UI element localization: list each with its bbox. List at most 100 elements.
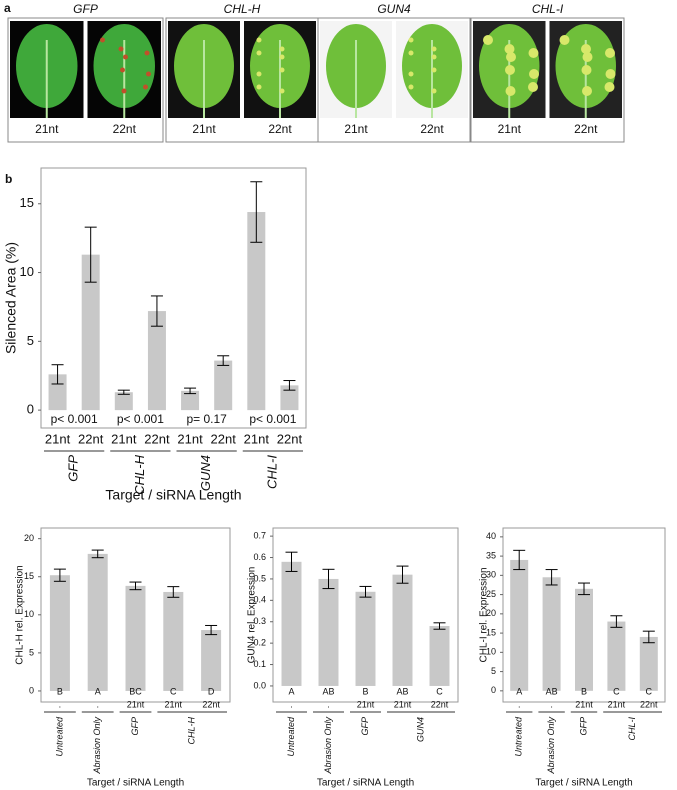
error-bar: [433, 622, 446, 630]
y-tick-label: 0.6: [253, 552, 266, 562]
significance-letter: C: [436, 686, 443, 696]
significance-letter: A: [288, 686, 294, 696]
leaf-spot: [256, 84, 262, 90]
y-tick-label: 0.0: [253, 680, 266, 690]
significance-letter: C: [646, 686, 653, 696]
error-bar: [396, 565, 409, 584]
leaf-spot: [505, 65, 515, 75]
group-label: Abrasion Only: [546, 717, 556, 775]
gene-name: GFP: [73, 2, 98, 16]
x-tick-label: 22nt: [78, 431, 104, 446]
error-bar: [84, 226, 97, 283]
bar: [392, 574, 413, 686]
x-tick-label: 21nt: [608, 699, 626, 709]
leaf-spot: [146, 71, 151, 77]
error-bar: [250, 181, 263, 243]
y-tick-label: 5: [27, 333, 34, 348]
bar: [201, 630, 222, 691]
x-axis-label: Target / siRNA Length: [317, 778, 414, 789]
leaf-spot: [408, 71, 414, 77]
bar: [49, 575, 70, 691]
lane-label: 22nt: [574, 122, 598, 136]
error-bar: [285, 551, 298, 572]
x-tick-label: 21nt: [575, 699, 593, 709]
error-bar: [205, 624, 218, 636]
error-bar: [53, 568, 66, 582]
error-bar: [578, 582, 590, 596]
group-label: GUN4: [415, 717, 425, 742]
x-tick-label: .: [550, 699, 553, 709]
panel-label: b: [5, 172, 12, 186]
lane-label: 21nt: [192, 122, 216, 136]
significance-letter: A: [95, 686, 101, 696]
bar: [247, 212, 266, 411]
bar: [639, 636, 658, 691]
significance-letter: AB: [546, 686, 558, 696]
leaf-spot: [505, 86, 516, 96]
x-tick-label: 22nt: [144, 431, 170, 446]
y-tick-label: 25: [486, 589, 496, 599]
bar: [575, 588, 593, 691]
error-bar: [167, 586, 180, 598]
y-tick-label: 15: [20, 195, 34, 210]
y-tick-label: 0.1: [253, 659, 266, 669]
y-tick-label: 0: [491, 685, 496, 695]
gene-name: CHL-H: [224, 2, 261, 16]
bar: [81, 254, 100, 411]
error-bar: [217, 355, 230, 366]
leaf-spot: [582, 86, 592, 96]
y-tick-label: 10: [486, 647, 496, 657]
x-tick-label: 21nt: [45, 431, 71, 446]
leaf-spot: [256, 37, 262, 43]
bar: [510, 559, 529, 691]
leaf-spot: [408, 50, 414, 56]
leaf-spot: [120, 67, 125, 73]
leaf-spot: [605, 69, 616, 79]
gene-name: CHL-I: [532, 2, 564, 16]
group-label: CHL-H: [132, 454, 147, 494]
error-bar: [322, 568, 335, 590]
lane-label: 22nt: [113, 122, 137, 136]
p-value: p= 0.17: [186, 412, 227, 426]
y-tick-label: 0: [29, 685, 34, 695]
error-bar: [117, 389, 130, 395]
significance-letter: AB: [322, 686, 334, 696]
leaf-spot: [506, 52, 516, 62]
group-label: Untreated: [514, 716, 524, 757]
leaf-spot: [123, 54, 128, 60]
lane-label: 21nt: [344, 122, 368, 136]
x-tick-label: .: [518, 699, 521, 709]
leaf-spot: [144, 50, 150, 56]
plot-frame: [502, 527, 666, 703]
x-tick-label: .: [290, 699, 293, 709]
bar: [607, 621, 626, 691]
y-tick-label: 0.3: [253, 616, 266, 626]
significance-letter: D: [208, 686, 215, 696]
p-value: p< 0.001: [51, 412, 98, 426]
significance-letter: AB: [396, 686, 408, 696]
y-tick-label: 5: [29, 647, 34, 657]
y-tick-label: 15: [24, 571, 34, 581]
x-tick-label: 22nt: [277, 431, 303, 446]
y-axis-label: GUN4 rel. Expression: [247, 567, 258, 664]
x-tick-label: 21nt: [177, 431, 203, 446]
y-tick-label: 10: [24, 609, 34, 619]
error-bar: [51, 364, 64, 385]
significance-letter: B: [57, 686, 63, 696]
y-tick-label: 15: [486, 627, 496, 637]
y-axis-label: CHL-I rel. Expression: [479, 567, 490, 662]
significance-letter: C: [170, 686, 177, 696]
group-label: GFP: [66, 455, 81, 482]
y-tick-label: 0.4: [253, 595, 266, 605]
x-tick-label: .: [327, 699, 330, 709]
y-tick-label: 30: [486, 570, 496, 580]
error-bar: [129, 581, 142, 591]
leaf-spot: [504, 44, 515, 54]
leaf-spot: [431, 88, 437, 94]
y-tick-label: 0: [27, 402, 34, 417]
gene-name: GUN4: [377, 2, 411, 16]
p-value: p< 0.001: [117, 412, 164, 426]
group-label: Abrasion Only: [92, 717, 102, 775]
lane-label: 21nt: [35, 122, 59, 136]
error-bar: [283, 380, 296, 391]
